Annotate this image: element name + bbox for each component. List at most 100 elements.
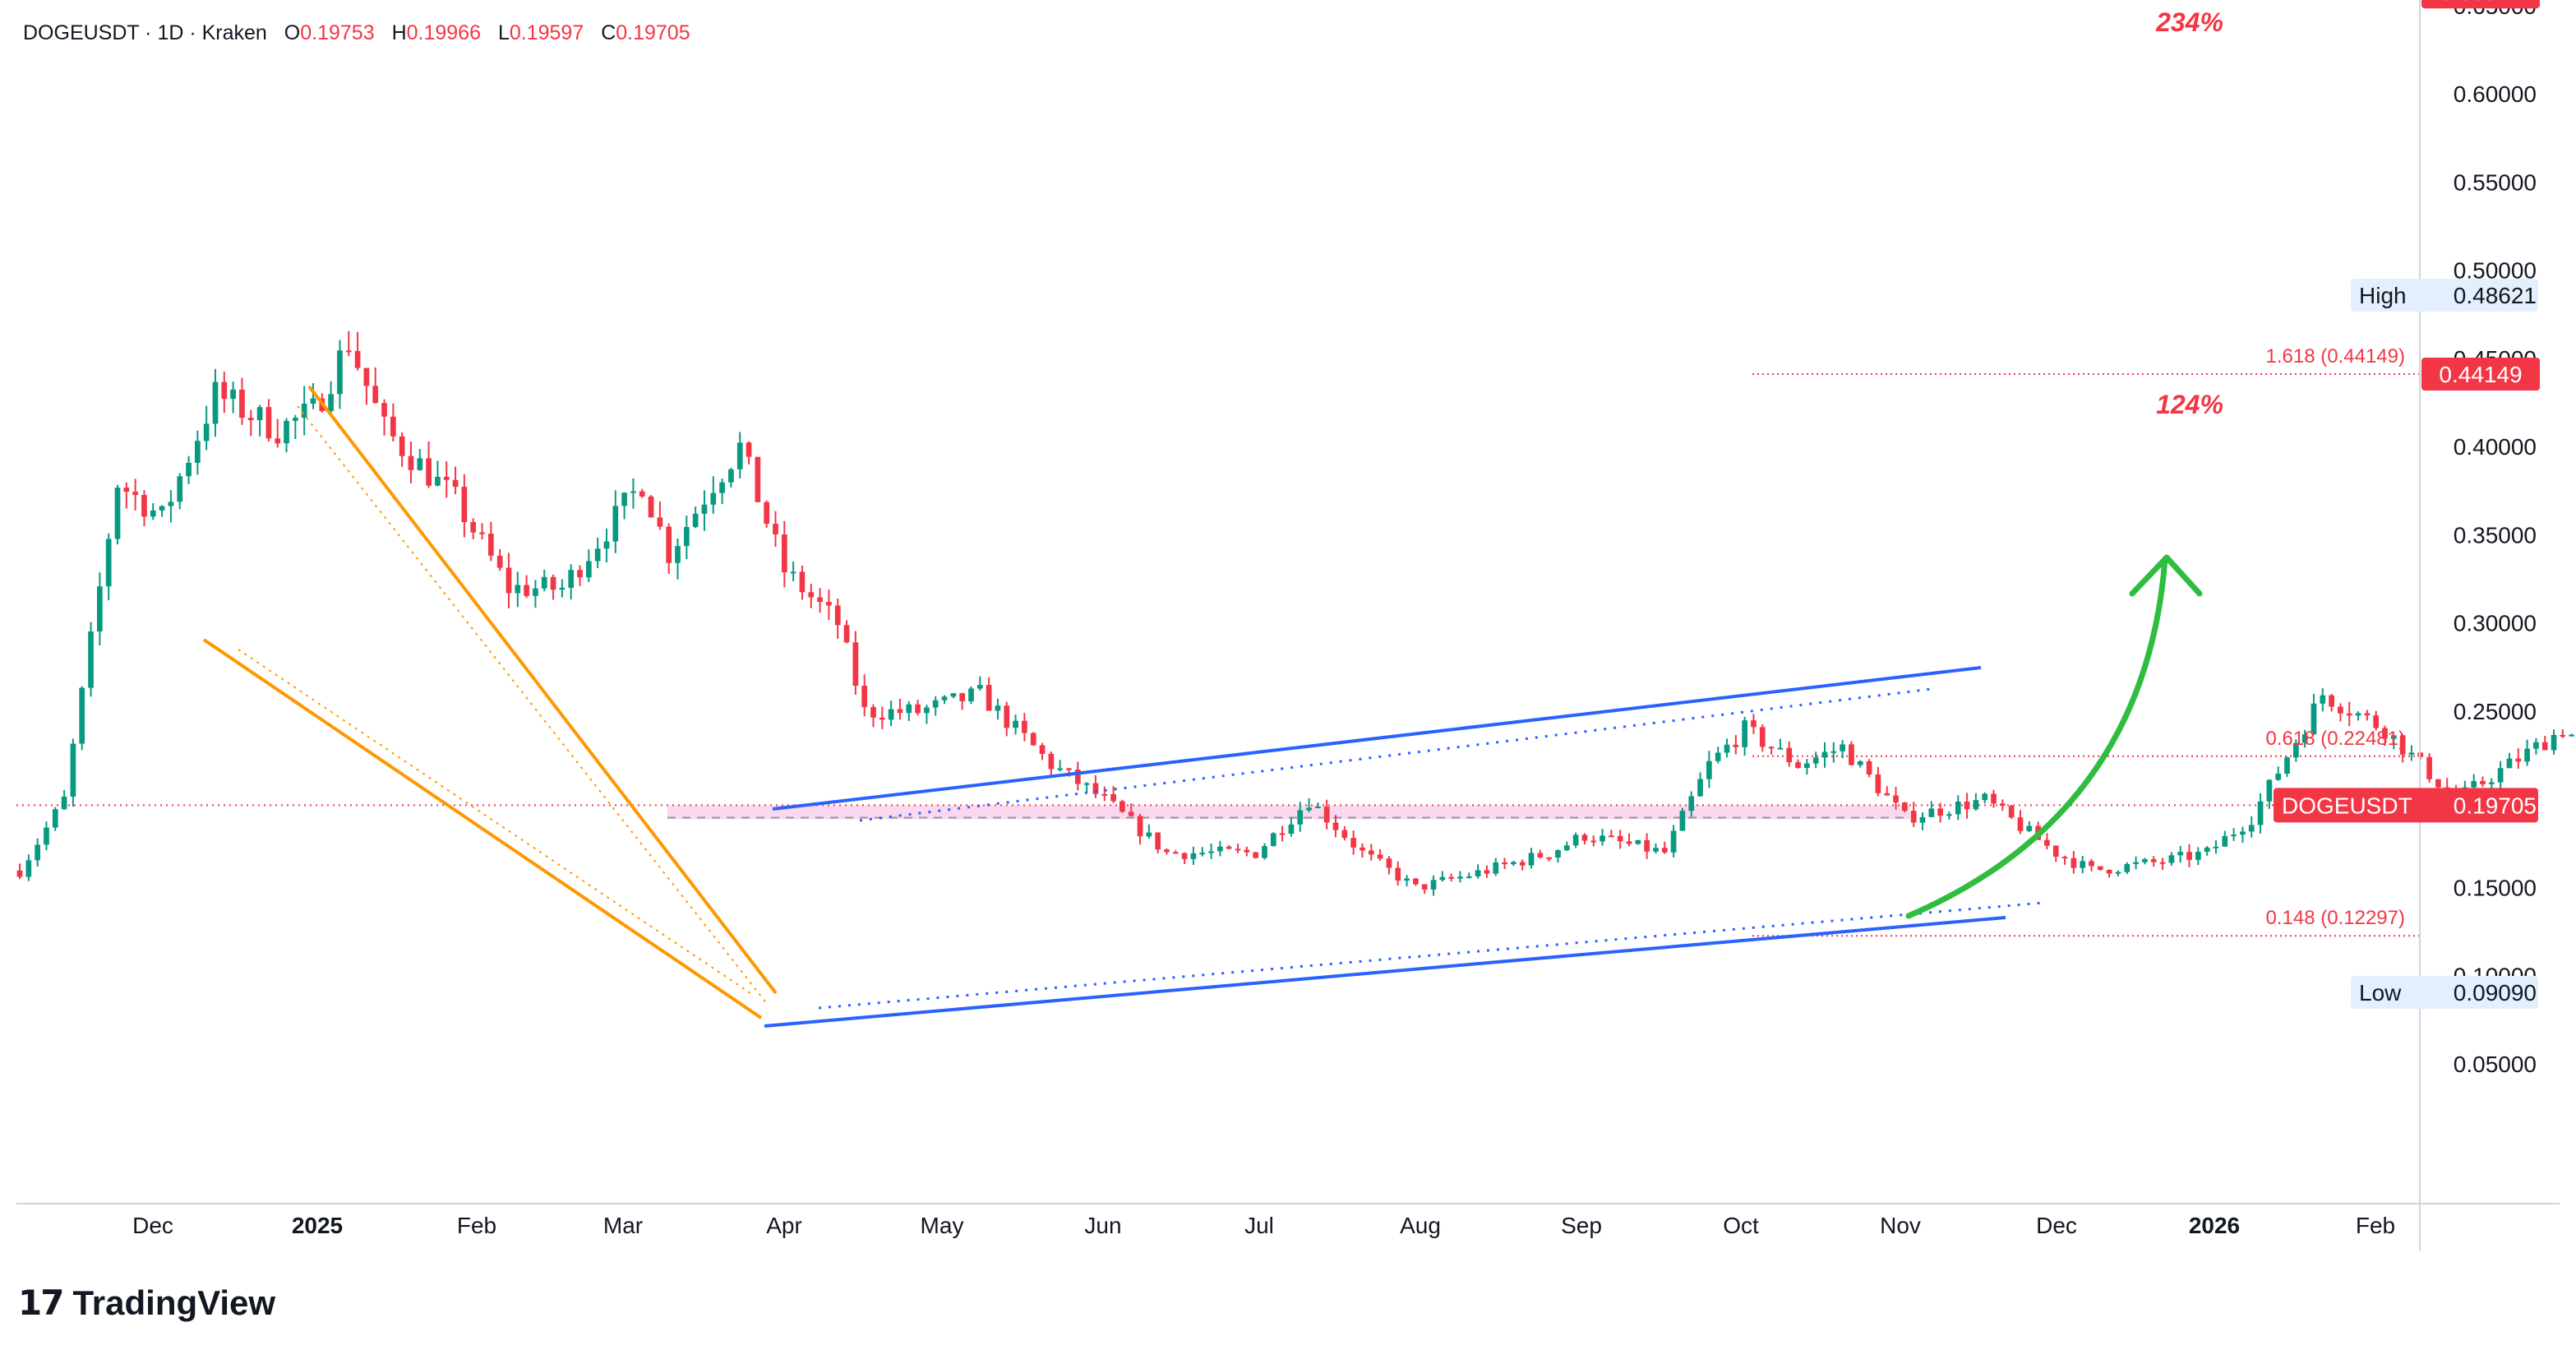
- candle-body: [1609, 835, 1614, 838]
- candle-body: [1297, 810, 1304, 825]
- candle-body: [959, 693, 966, 701]
- candle: [2399, 733, 2406, 763]
- candle-body: [212, 381, 219, 424]
- candle-body: [1360, 847, 1365, 851]
- candle: [1457, 871, 1463, 883]
- candle-body: [1626, 841, 1632, 844]
- candle: [1013, 714, 1018, 735]
- candle: [2097, 866, 2103, 871]
- candle-body: [773, 524, 778, 535]
- candle: [2257, 793, 2264, 834]
- plot-area[interactable]: 2.618 (0.65817)234%1.618 (0.44149)124%0.…: [16, 0, 2576, 1204]
- candle: [1004, 701, 1010, 737]
- candle: [284, 418, 289, 453]
- candle-body: [1457, 876, 1463, 879]
- candle-body: [2373, 715, 2380, 728]
- candle: [1884, 786, 1890, 796]
- candle-body: [310, 398, 316, 404]
- candle-body: [2329, 695, 2334, 707]
- candle: [1048, 751, 1055, 776]
- candle-body: [1849, 744, 1854, 765]
- candle-body: [648, 496, 654, 518]
- candle: [621, 492, 627, 520]
- candle-body: [568, 570, 575, 588]
- symbol-title[interactable]: DOGEUSDT · 1D · Kraken: [23, 21, 267, 44]
- candle: [363, 368, 370, 405]
- time-axis[interactable]: Dec 2025 Feb Mar Apr May Jun Jul Aug Sep Oct Nov Dec…: [16, 1203, 2560, 1238]
- candle-body: [1546, 857, 1552, 859]
- candle: [195, 430, 201, 475]
- candle: [496, 548, 503, 571]
- candle-body: [843, 625, 850, 643]
- candle: [852, 631, 859, 695]
- candle-body: [594, 548, 601, 562]
- candle-body: [533, 588, 538, 596]
- candle: [924, 705, 930, 724]
- candle-body: [2346, 713, 2352, 716]
- candle: [203, 405, 210, 451]
- candle: [843, 620, 850, 644]
- candle-body: [790, 571, 796, 574]
- candle: [968, 686, 974, 705]
- candle-body: [1448, 876, 1454, 879]
- candle-body: [399, 436, 405, 456]
- candle: [1270, 832, 1276, 847]
- candle: [1315, 802, 1321, 809]
- time-tick-label: Feb: [2356, 1213, 2395, 1238]
- candle-body: [1235, 848, 1241, 851]
- candle: [2275, 766, 2282, 781]
- close-label: C: [601, 21, 616, 44]
- candle: [2106, 869, 2112, 878]
- current-price-tag-bg: [2274, 788, 2538, 823]
- candle-body: [1928, 808, 1935, 817]
- candle-body: [852, 642, 859, 687]
- candle-body: [1386, 858, 1392, 868]
- candle: [736, 432, 743, 479]
- candle: [1910, 802, 1917, 827]
- candle-body: [1679, 811, 1686, 831]
- price-tick-label: 0.05000: [2454, 1052, 2537, 1077]
- candle-body: [2026, 825, 2033, 831]
- candle: [950, 693, 957, 699]
- candle: [2311, 693, 2317, 736]
- candle-body: [906, 704, 912, 714]
- candle: [728, 468, 734, 488]
- candle: [337, 340, 343, 409]
- candle: [1448, 873, 1454, 882]
- candle: [666, 523, 672, 575]
- candle-body: [1146, 832, 1152, 837]
- fib-level-label: 1.618 (0.44149): [2266, 345, 2405, 368]
- candle-body: [1830, 751, 1837, 753]
- candle-body: [2204, 847, 2210, 853]
- candle: [1973, 793, 1979, 811]
- candle: [470, 518, 477, 539]
- candle-body: [1804, 763, 1810, 768]
- candle-body: [2159, 862, 2166, 864]
- candle-body: [301, 403, 307, 418]
- candle: [639, 488, 645, 498]
- candle: [2292, 739, 2299, 762]
- candle-body: [141, 495, 147, 517]
- tradingview-brand[interactable]: 17 TradingView: [18, 1283, 275, 1323]
- price-axis[interactable]: 0.050000.100000.150000.200000.250000.300…: [2274, 0, 2540, 1251]
- candle-body: [1164, 849, 1170, 853]
- low-value: 0.19597: [509, 21, 584, 44]
- high-marker: High 0.48621: [2351, 279, 2538, 312]
- candle: [559, 579, 566, 598]
- candle: [1074, 761, 1081, 791]
- candle: [417, 449, 423, 471]
- candle: [390, 403, 396, 442]
- candle-body: [1555, 850, 1561, 858]
- candle-body: [976, 685, 983, 689]
- candle-body: [105, 539, 112, 587]
- candle: [2551, 729, 2557, 755]
- candle: [1413, 878, 1419, 886]
- candle-body: [345, 350, 352, 353]
- candle: [2070, 851, 2077, 874]
- candle-body: [496, 555, 503, 568]
- candle: [1172, 850, 1179, 854]
- candle: [888, 700, 894, 727]
- low-marker-bg: [2351, 976, 2538, 1010]
- candle: [2008, 804, 2015, 820]
